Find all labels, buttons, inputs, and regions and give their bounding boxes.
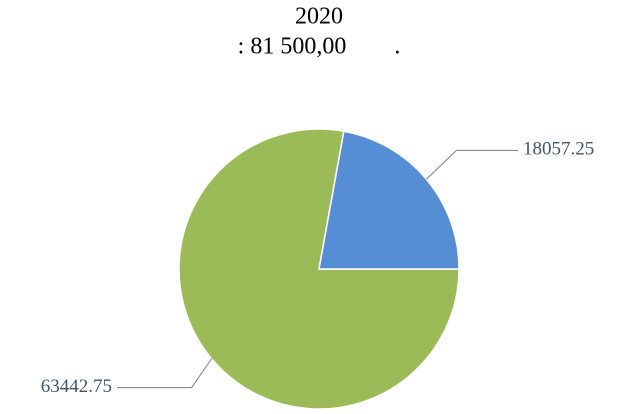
chart-title: 2020 bbox=[295, 4, 343, 30]
pie-slice bbox=[318, 130, 460, 270]
chart-title: : 81 500,00 . bbox=[238, 34, 401, 60]
leader-line bbox=[117, 358, 212, 389]
data-label: 18057.25 bbox=[523, 139, 594, 160]
data-label: 63442.75 bbox=[41, 376, 112, 397]
leader-line bbox=[426, 149, 518, 180]
